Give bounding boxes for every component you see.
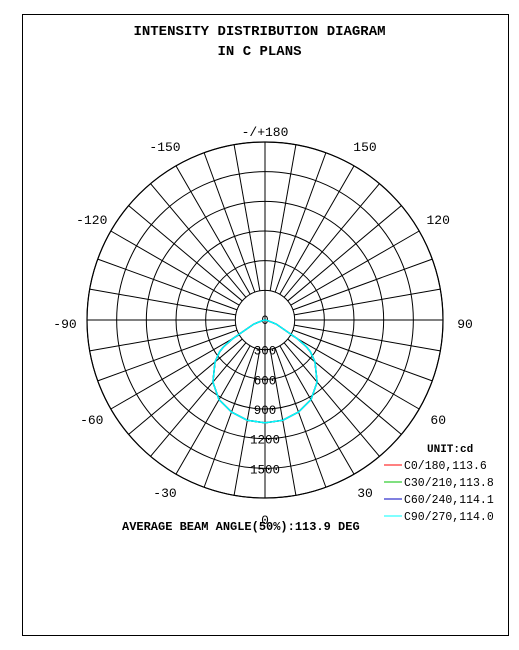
chart-title: INTENSITY DISTRIBUTION DIAGRAM IN C PLAN… xyxy=(0,22,519,62)
angle-label-0: 0 xyxy=(261,513,269,528)
spoke-40 xyxy=(283,342,380,457)
spoke-50 xyxy=(287,338,402,435)
spoke-190 xyxy=(233,144,261,291)
spoke-340 xyxy=(203,347,256,488)
legend-label-2: C30/210,113.8 xyxy=(404,477,494,490)
angle-label-m90: -90 xyxy=(53,317,76,332)
spoke-350 xyxy=(233,349,261,496)
spoke-70 xyxy=(292,329,433,382)
radial-tick-0: 0 xyxy=(261,314,269,328)
angle-label-m150: -150 xyxy=(149,140,180,155)
angle-label-30: 30 xyxy=(357,486,373,501)
spoke-150 xyxy=(279,165,355,295)
spoke-260 xyxy=(89,288,236,316)
radial-tick-labels: 0 300 600 900 1200 1500 xyxy=(250,314,280,477)
angle-labels: -/+180-150 150-120 120-90 90-60 60-30 300 xyxy=(53,125,473,528)
chart-title-line-1: INTENSITY DISTRIBUTION DIAGRAM xyxy=(133,24,386,40)
spoke-130 xyxy=(287,205,402,302)
angle-label-180: -/+180 xyxy=(242,125,289,140)
spoke-10 xyxy=(269,349,297,496)
angle-label-m60: -60 xyxy=(80,413,103,428)
spoke-330 xyxy=(175,345,251,475)
intensity-curves xyxy=(212,319,318,424)
spoke-220 xyxy=(150,183,247,298)
angle-label-m30: -30 xyxy=(153,486,176,501)
spoke-20 xyxy=(274,347,327,488)
spoke-230 xyxy=(128,205,243,302)
spoke-120 xyxy=(290,230,420,306)
spoke-110 xyxy=(292,258,433,311)
radial-tick-1200: 1200 xyxy=(250,434,280,448)
spoke-60 xyxy=(290,334,420,410)
beam-angle-footer: AVERAGE BEAM ANGLE(50%):113.9 DEG xyxy=(122,520,360,534)
radial-tick-300: 300 xyxy=(254,345,277,359)
chart-title-line-2: IN C PLANS xyxy=(217,44,302,60)
spoke-200 xyxy=(203,152,256,293)
angle-label-150: 150 xyxy=(353,140,376,155)
radial-tick-900: 900 xyxy=(254,404,277,418)
radial-tick-1500: 1500 xyxy=(250,463,280,477)
spoke-280 xyxy=(89,324,236,352)
angle-label-90: 90 xyxy=(457,317,473,332)
spoke-80 xyxy=(294,324,441,352)
legend: UNIT:cd C0/180,113.6 C30/210,113.8 C60/240,… xyxy=(384,444,494,524)
spoke-320 xyxy=(150,342,247,457)
legend-label-1: C0/180,113.6 xyxy=(404,460,487,473)
radial-tick-600: 600 xyxy=(254,374,277,388)
spoke-100 xyxy=(294,288,441,316)
angle-label-60: 60 xyxy=(430,413,446,428)
angle-label-m120: -120 xyxy=(76,213,107,228)
spoke-300 xyxy=(110,334,240,410)
spoke-310 xyxy=(128,338,243,435)
spoke-290 xyxy=(97,329,238,382)
spoke-210 xyxy=(175,165,251,295)
angle-label-120: 120 xyxy=(427,213,450,228)
spoke-140 xyxy=(283,183,380,298)
spoke-240 xyxy=(110,230,240,306)
spoke-250 xyxy=(97,258,238,311)
spoke-170 xyxy=(269,144,297,291)
legend-label-4: C90/270,114.0 xyxy=(404,511,494,524)
series-curve-4 xyxy=(212,319,318,424)
polar-grid xyxy=(86,141,444,499)
unit-label: UNIT:cd xyxy=(427,444,473,456)
spoke-30 xyxy=(279,345,355,475)
spoke-160 xyxy=(274,152,327,293)
legend-label-3: C60/240,114.1 xyxy=(404,494,494,507)
